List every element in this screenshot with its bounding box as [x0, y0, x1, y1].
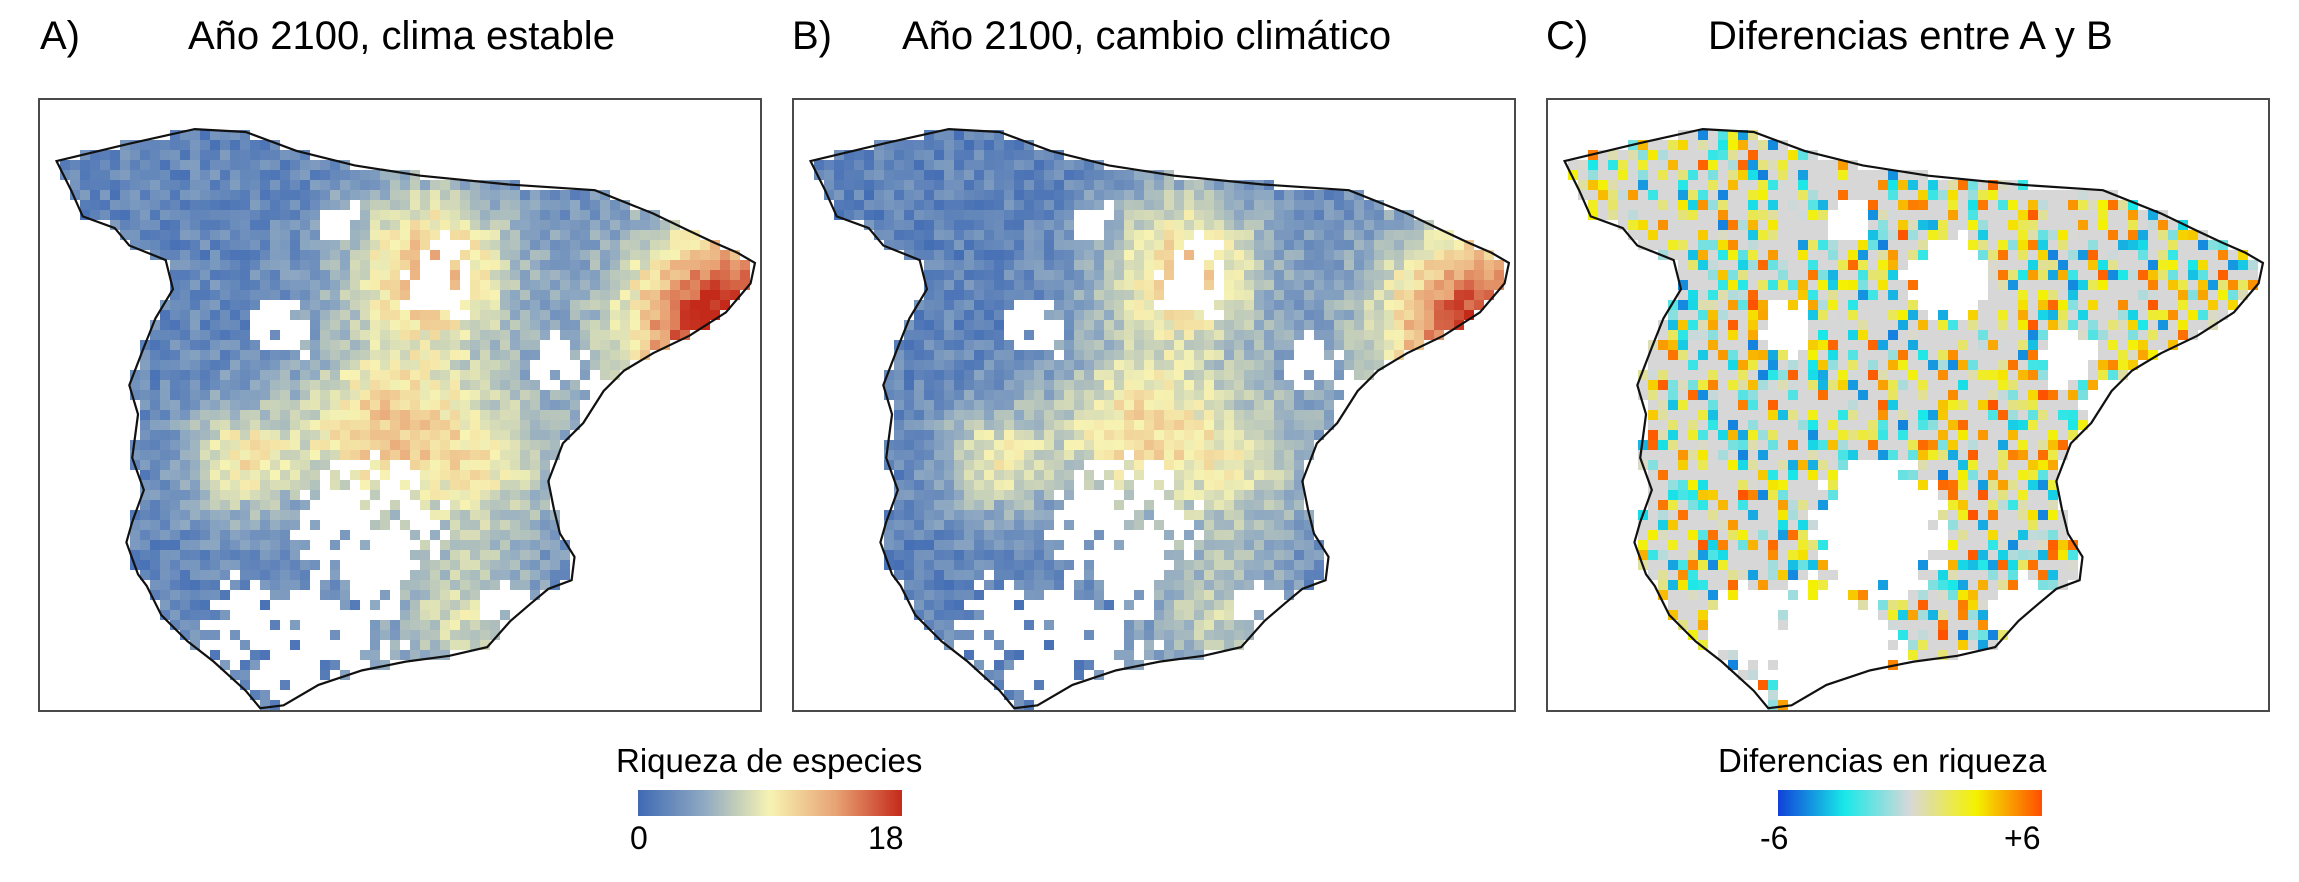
- panel-c-letter: C): [1546, 14, 1589, 58]
- panel-b-letter: B): [792, 14, 832, 58]
- map-panel-a: [38, 98, 762, 712]
- richness-map-change: [808, 127, 1511, 710]
- panel-c-title: Diferencias entre A y B: [1708, 14, 2113, 58]
- richness-max-label: 18: [868, 820, 904, 856]
- difference-legend-title: Diferencias en riqueza: [1718, 742, 2047, 779]
- map-panel-b: [792, 98, 1516, 712]
- difference-min-label: -6: [1760, 820, 1789, 856]
- difference-map: [1562, 127, 2265, 710]
- panel-a-letter: A): [40, 14, 80, 58]
- coastline: [1562, 127, 2265, 710]
- panel-a-title: Año 2100, clima estable: [188, 14, 615, 58]
- coastline: [808, 127, 1511, 710]
- richness-color-bar: [638, 790, 902, 816]
- panel-b-title: Año 2100, cambio climático: [902, 14, 1392, 58]
- map-panel-c: [1546, 98, 2270, 712]
- coastline: [54, 127, 757, 710]
- richness-legend-title: Riqueza de especies: [616, 742, 923, 779]
- difference-max-label: +6: [2004, 820, 2041, 856]
- richness-min-label: 0: [630, 820, 648, 856]
- difference-color-bar: [1778, 790, 2042, 816]
- richness-map-stable: [54, 127, 757, 710]
